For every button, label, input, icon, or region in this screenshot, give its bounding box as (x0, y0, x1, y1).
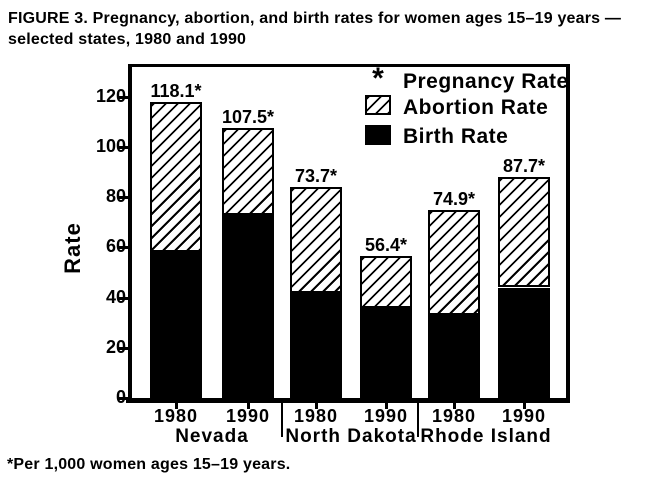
x-tick-year-label: 1990 (501, 406, 547, 426)
y-tick-label: 120 (95, 85, 126, 106)
y-tick-mark (119, 246, 128, 250)
x-group-state-label: North Dakota (285, 426, 417, 447)
x-tick-year-label: 1980 (153, 406, 199, 426)
y-tick-mark (119, 397, 128, 400)
x-group-state-label: Rhode Island (420, 426, 552, 447)
x-tick-mark (247, 403, 250, 409)
birth-rate-bar-segment (360, 307, 412, 402)
x-tick-year-label: 1990 (225, 406, 271, 426)
y-tick-label: 40 (105, 286, 126, 307)
figure-title-line2: selected states, 1980 and 1990 (8, 31, 247, 48)
y-tick-mark (119, 145, 128, 149)
birth-rate-bar-segment (150, 252, 202, 402)
abortion-rate-bar-segment (150, 101, 202, 253)
x-tick-mark (523, 403, 526, 409)
birth-rate-bar-segment (290, 292, 342, 402)
legend-birth-label: Birth Rate (403, 125, 509, 148)
figure-footnote: *Per 1,000 women ages 15–19 years. (7, 456, 291, 473)
legend-abortion-hatch-swatch-icon (365, 95, 391, 115)
pregnancy-rate-value-label: 74.9* (432, 188, 476, 209)
y-tick-mark (119, 346, 128, 350)
x-tick-mark (175, 403, 178, 409)
x-tick-mark (453, 403, 456, 409)
pregnancy-rate-value-label: 56.4* (364, 235, 408, 256)
plot-border-top (128, 64, 570, 67)
birth-rate-bar-segment (222, 214, 274, 402)
plot-border-right (566, 64, 570, 403)
x-group-state-label: Nevada (175, 426, 249, 447)
plot-baseline-x-axis (126, 398, 570, 403)
abortion-rate-bar-segment (222, 128, 274, 215)
pregnancy-rate-value-label: 118.1* (150, 80, 202, 101)
y-tick-label: 80 (105, 186, 126, 207)
x-tick-year-label: 1980 (293, 406, 339, 426)
group-separator-nevada-northdakota (281, 400, 283, 437)
figure-title-line1: FIGURE 3. Pregnancy, abortion, and birth… (8, 10, 622, 27)
x-tick-year-label: 1980 (431, 406, 477, 426)
legend-birth-black-swatch-icon (365, 125, 391, 145)
abortion-rate-bar-segment (360, 256, 412, 308)
abortion-rate-bar-segment (290, 187, 342, 293)
pregnancy-rate-value-label: 73.7* (294, 166, 338, 186)
y-tick-mark (119, 296, 128, 300)
group-separator-northdakota-rhodeisland (417, 400, 419, 437)
y-tick-mark (119, 95, 128, 99)
pregnancy-rate-value-label: 87.7* (502, 155, 546, 176)
y-tick-label: 60 (105, 236, 126, 257)
x-tick-mark (315, 403, 318, 409)
abortion-rate-bar-segment (428, 209, 480, 316)
legend-abortion-label: Abortion Rate (403, 96, 549, 119)
legend-pregnancy-asterisk-icon: * (372, 62, 384, 95)
plot-border-left-y-axis (128, 64, 132, 403)
y-tick-label: 0 (115, 387, 126, 407)
pregnancy-rate-value-label: 107.5* (221, 107, 275, 127)
abortion-rate-bar-segment (498, 176, 550, 288)
birth-rate-bar-segment (498, 287, 550, 402)
x-tick-mark (385, 403, 388, 409)
legend-pregnancy-label: Pregnancy Rate (403, 70, 569, 93)
y-tick-mark (119, 196, 128, 200)
birth-rate-bar-segment (428, 315, 480, 402)
x-tick-year-label: 1990 (363, 406, 409, 426)
y-tick-label: 100 (95, 135, 126, 156)
y-tick-label: 20 (105, 336, 126, 357)
